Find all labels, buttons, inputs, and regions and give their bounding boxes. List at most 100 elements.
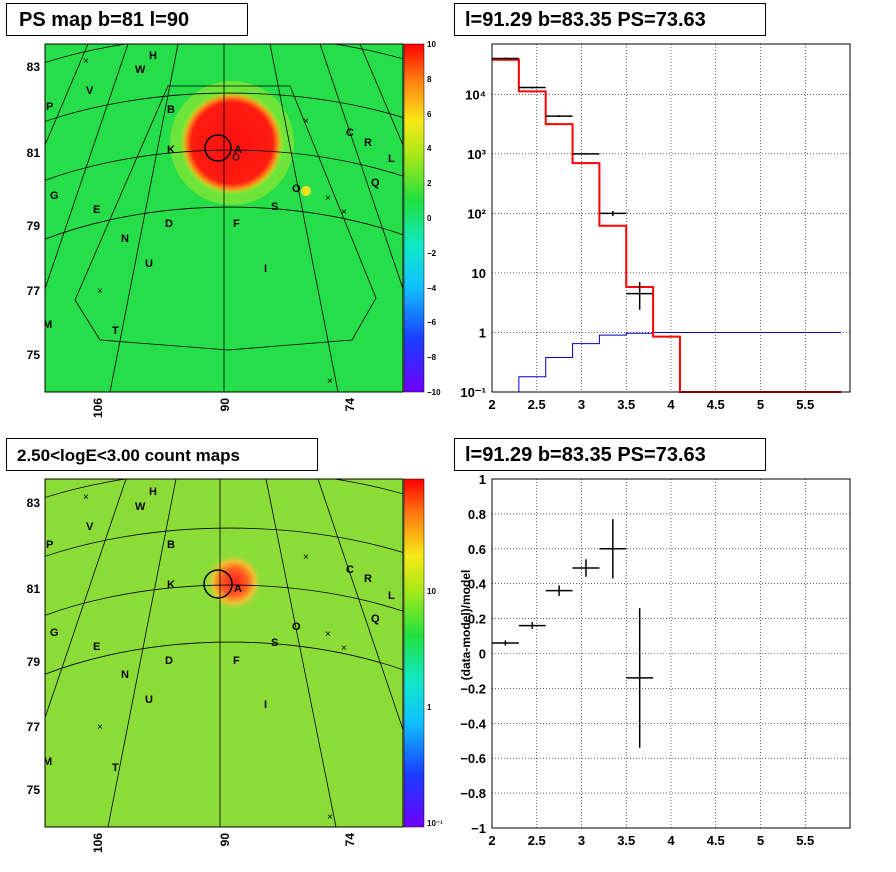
region-label: W xyxy=(135,64,146,76)
y-tick-label: 79 xyxy=(27,655,41,669)
colorbar-tick: −4 xyxy=(427,284,437,293)
y-tick-label: 10² xyxy=(467,206,486,221)
count-map-y-ticks: 83 81 79 77 75 xyxy=(27,496,41,797)
svg-text:×: × xyxy=(303,552,309,563)
ps-map-hotspot xyxy=(180,91,284,195)
x-tick-label: 90 xyxy=(218,833,232,847)
spectrum-panel: 2 2.5 3 3.5 4 4.5 5 5.5 10⁻¹ 1 10 10² 10³ 10⁴ xyxy=(460,43,851,412)
y-tick-label: 0.4 xyxy=(468,577,487,592)
colorbar-tick: 10 xyxy=(427,40,436,49)
svg-text:×: × xyxy=(325,193,331,204)
y-tick-label: 10 xyxy=(472,266,486,281)
count-colorbar xyxy=(403,478,425,828)
x-tick-label: 5 xyxy=(757,833,764,848)
region-label: G xyxy=(50,190,59,202)
y-tick-label: −0.2 xyxy=(460,681,486,696)
region-label: H xyxy=(149,486,157,498)
x-tick-label: 5.5 xyxy=(796,397,814,412)
region-label: K xyxy=(167,144,175,156)
count-map-grid xyxy=(45,479,403,827)
residual-title: l=91.29 b=83.35 PS=73.63 xyxy=(454,438,766,471)
colorbar-tick: −8 xyxy=(427,353,437,362)
svg-text:×: × xyxy=(97,286,103,297)
y-tick-label: 77 xyxy=(27,720,41,734)
count-source-circle xyxy=(203,569,233,599)
x-tick-label: 3.5 xyxy=(617,397,635,412)
y-tick-label: −0.4 xyxy=(460,716,486,731)
region-label: R xyxy=(364,137,372,149)
region-label: T xyxy=(112,325,119,337)
count-map-x-ticks: 106 90 74 xyxy=(91,833,357,853)
svg-text:×: × xyxy=(325,629,331,640)
svg-text:×: × xyxy=(97,722,103,733)
colorbar-tick: 0 xyxy=(427,214,432,223)
x-tick-label: 4.5 xyxy=(707,833,725,848)
spectrum-title-text: l=91.29 b=83.35 PS=73.63 xyxy=(465,9,706,31)
y-tick-label: 10³ xyxy=(467,147,486,162)
svg-text:×: × xyxy=(327,376,333,387)
region-label: A xyxy=(234,583,242,595)
region-label: V xyxy=(86,85,94,97)
x-tick-label: 2 xyxy=(488,833,495,848)
plot-frame xyxy=(491,43,851,393)
region-label: Q xyxy=(371,613,380,625)
region-label: W xyxy=(135,501,146,513)
region-label: D xyxy=(165,218,173,230)
region-label: L xyxy=(388,590,395,602)
ps-map-markers: × × × × × × xyxy=(83,56,347,387)
colorbar-tick: 6 xyxy=(427,110,432,119)
background-series-line xyxy=(492,331,842,393)
region-label: H xyxy=(149,50,157,62)
region-label: T xyxy=(112,762,119,774)
region-label: E xyxy=(93,641,100,653)
ps-map-y-ticks: 83 81 79 77 75 xyxy=(27,60,41,362)
count-map-region-labels: H W V P B K A C R L Q O S G E D F N U I xyxy=(45,486,395,774)
y-tick-label: −0.6 xyxy=(460,751,486,766)
region-label: E xyxy=(93,204,100,216)
count-map-hotspot xyxy=(206,554,262,610)
x-tick-label: 4 xyxy=(667,833,675,848)
residual-panel: 2 2.5 3 3.5 4 4.5 5 5.5 1 0.8 0.6 0.4 0.2 0 −0.2 −0.4 −0… xyxy=(460,472,851,848)
count-map-markers: × × × × × × xyxy=(83,492,347,823)
region-label: P xyxy=(46,539,53,551)
y-tick-label: 81 xyxy=(27,146,41,160)
y-tick-label: 10⁴ xyxy=(465,87,486,102)
region-label: G xyxy=(50,627,59,639)
ps-map-grid xyxy=(45,44,403,392)
colorbar-tick: 10 xyxy=(427,587,436,596)
x-tick-label: 4 xyxy=(667,397,675,412)
colorbar-tick: 8 xyxy=(427,75,432,84)
region-label: N xyxy=(121,669,129,681)
region-label: U xyxy=(145,694,153,706)
ps-map-title-text: PS map b=81 l=90 xyxy=(19,9,190,31)
x-tick-label: 74 xyxy=(343,398,357,412)
ps-map-frame xyxy=(44,43,404,393)
ps-source-circle xyxy=(204,134,232,162)
y-tick-label: 10⁻¹ xyxy=(460,385,486,400)
region-label: M xyxy=(43,319,52,331)
svg-text:×: × xyxy=(83,492,89,503)
region-label: O xyxy=(292,183,301,195)
svg-text:×: × xyxy=(341,643,347,654)
ps-colorbar xyxy=(403,43,425,393)
y-tick-label: 0.2 xyxy=(468,612,486,627)
region-label: U xyxy=(145,258,153,270)
y-tick-label: 0.6 xyxy=(468,542,486,557)
region-label: C xyxy=(346,127,354,139)
ps-map-region-labels: H W V P B K A C R L Q O S G E D F N U I xyxy=(43,50,395,337)
count-map-panel: H W V P B K A C R L Q O S G E D F N U I xyxy=(27,478,443,853)
y-tick-label: 0 xyxy=(479,647,486,662)
x-tick-label: 2.5 xyxy=(528,833,546,848)
plot-frame xyxy=(491,478,851,829)
y-tick-label: 75 xyxy=(27,783,41,797)
ps-map-panel: H W V P B K A C R L Q O S G E D F N U I xyxy=(27,40,441,418)
count-map-texture xyxy=(45,479,403,827)
x-tick-label: 5 xyxy=(757,397,764,412)
x-tick-label: 2.5 xyxy=(528,397,546,412)
region-label: V xyxy=(86,521,94,533)
y-tick-label: 0.8 xyxy=(468,507,486,522)
region-label: K xyxy=(167,579,175,591)
region-label: L xyxy=(388,153,395,165)
x-tick-label: 106 xyxy=(91,398,105,418)
